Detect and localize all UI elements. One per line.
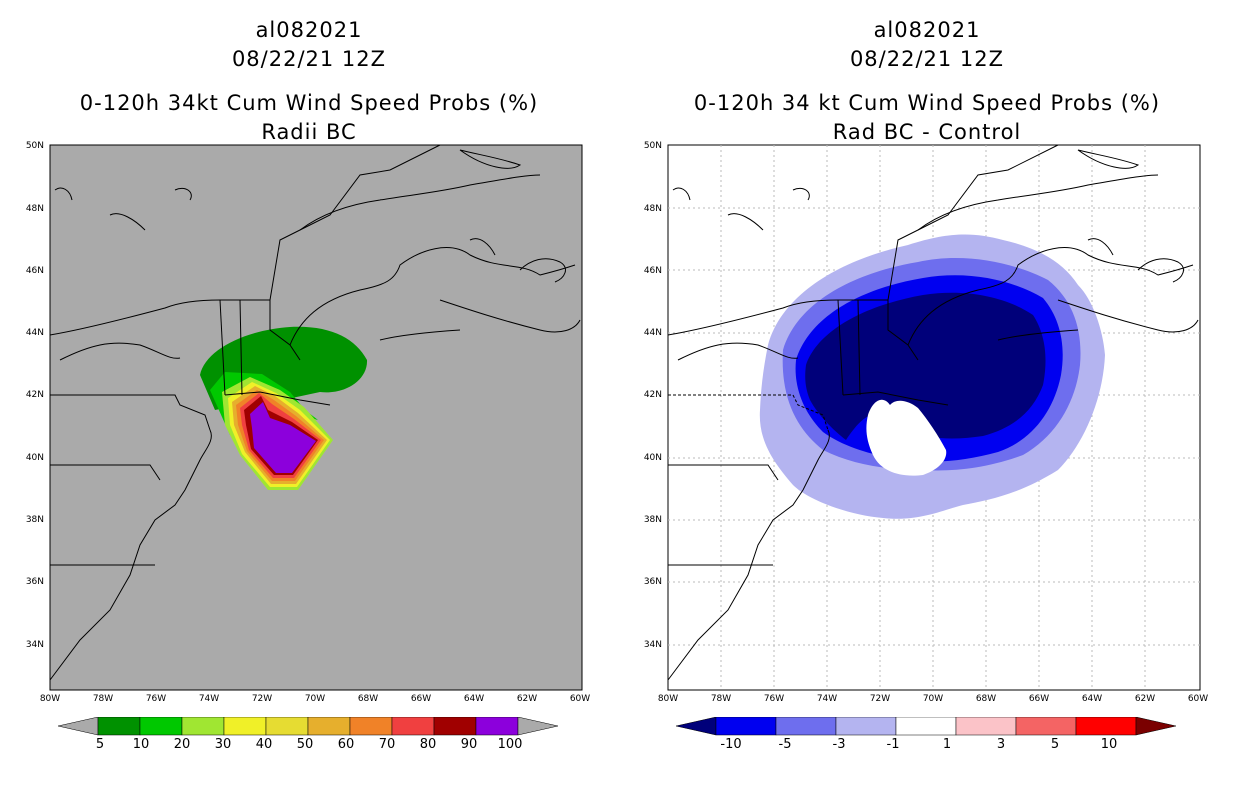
lat-label: 38N: [643, 515, 662, 525]
colorbar-right-low-triangle: [676, 717, 717, 736]
lat-label: 48N: [643, 204, 662, 214]
colorbar-left-segment: [307, 717, 351, 736]
difference-shading: [759, 234, 1105, 519]
colorbar-label: -5: [778, 737, 792, 752]
lon-label: 80W: [39, 694, 61, 704]
lat-label: 46N: [25, 266, 44, 276]
lat-label: 42N: [25, 390, 44, 400]
lon-label: 66W: [1028, 694, 1050, 704]
colorbar-left-segment: [265, 717, 309, 736]
colorbar-left-low-triangle: [58, 717, 99, 736]
colorbar-right-segment: [895, 717, 957, 736]
lon-label: 62W: [1134, 694, 1156, 704]
lon-label: 68W: [357, 694, 379, 704]
colorbar-right-segment: [715, 717, 777, 736]
colorbar-right-segment: [1015, 717, 1077, 736]
colorbar-label: -1: [886, 737, 900, 752]
lon-label: 78W: [710, 694, 732, 704]
colorbar-left: [58, 717, 558, 736]
colorbar-label: 50: [296, 737, 314, 752]
lat-label: 34N: [643, 640, 662, 650]
lon-label: 60W: [569, 694, 591, 704]
colorbar-label: 70: [378, 737, 396, 752]
colorbar-label: 30: [214, 737, 232, 752]
lon-label: 70W: [922, 694, 944, 704]
colorbar-left-segment: [139, 717, 183, 736]
lat-label: 46N: [643, 266, 662, 276]
colorbar-right: [676, 717, 1176, 736]
lon-label: 76W: [763, 694, 785, 704]
colorbar-left-segment: [433, 717, 477, 736]
plot-subtitle: Radii BC: [261, 120, 357, 144]
lon-label: 68W: [975, 694, 997, 704]
colorbar-left-segment: [223, 717, 267, 736]
colorbar-left-segment: [391, 717, 435, 736]
lat-label: 36N: [643, 577, 662, 587]
colorbar-label: 3: [996, 737, 1006, 752]
datetime: 08/22/21 12Z: [849, 47, 1005, 71]
lon-label: 74W: [198, 694, 220, 704]
colorbar-right-segment: [775, 717, 837, 736]
lat-label: 34N: [25, 640, 44, 650]
lat-label: 36N: [25, 577, 44, 587]
colorbar-label: 90: [460, 737, 478, 752]
colorbar-right-segment: [955, 717, 1017, 736]
colorbar-right-high-triangle: [1135, 717, 1176, 736]
lat-label: 40N: [25, 453, 44, 463]
lon-label: 62W: [516, 694, 538, 704]
lon-label: 66W: [410, 694, 432, 704]
lat-label: 38N: [25, 515, 44, 525]
colorbar-left-segment: [349, 717, 393, 736]
storm-id: al082021: [873, 18, 981, 42]
colorbar-label: 5: [1050, 737, 1060, 752]
colorbar-label: -3: [832, 737, 846, 752]
lon-label: 72W: [869, 694, 891, 704]
colorbar-right-segment: [835, 717, 897, 736]
lon-label: 64W: [1081, 694, 1103, 704]
map-left: [49, 144, 583, 691]
lat-label: 50N: [643, 141, 662, 151]
colorbar-label: 10: [132, 737, 150, 752]
lon-label: 76W: [145, 694, 167, 704]
colorbar-label: -10: [720, 737, 742, 752]
lon-label: 60W: [1187, 694, 1209, 704]
lat-label: 48N: [25, 204, 44, 214]
colorbar-left-segment: [475, 717, 519, 736]
lat-label: 44N: [25, 328, 44, 338]
lon-label: 78W: [92, 694, 114, 704]
plot-title: 0-120h 34kt Cum Wind Speed Probs (%): [79, 91, 539, 115]
colorbar-label: 100: [497, 737, 523, 752]
colorbar-label: 1: [942, 737, 952, 752]
colorbar-label: 20: [173, 737, 191, 752]
plot-title: 0-120h 34 kt Cum Wind Speed Probs (%): [693, 91, 1161, 115]
datetime: 08/22/21 12Z: [231, 47, 387, 71]
lon-label: 64W: [463, 694, 485, 704]
probability-shading: [200, 326, 368, 490]
colorbar-left-segment: [97, 717, 141, 736]
lon-label: 80W: [657, 694, 679, 704]
lat-label: 40N: [643, 453, 662, 463]
colorbar-left-high-triangle: [517, 717, 558, 736]
map-right: [667, 144, 1201, 691]
plot-subtitle: Rad BC - Control: [832, 120, 1022, 144]
lat-label: 44N: [643, 328, 662, 338]
storm-id: al082021: [255, 18, 363, 42]
lat-label: 42N: [643, 390, 662, 400]
colorbar-label: 60: [337, 737, 355, 752]
colorbar-label: 5: [95, 737, 105, 752]
colorbar-left-segment: [181, 717, 225, 736]
lon-label: 70W: [304, 694, 326, 704]
colorbar-label: 10: [1100, 737, 1118, 752]
right-panel: al082021 08/22/21 12Z 0-120h 34 kt Cum W…: [618, 0, 1236, 800]
left-panel: al082021 08/22/21 12Z 0-120h 34kt Cum Wi…: [25, 18, 591, 752]
colorbar-label: 80: [419, 737, 437, 752]
colorbar-right-segment: [1075, 717, 1137, 736]
lat-label: 50N: [25, 141, 44, 151]
lon-label: 72W: [251, 694, 273, 704]
colorbar-label: 40: [255, 737, 273, 752]
lon-label: 74W: [816, 694, 838, 704]
